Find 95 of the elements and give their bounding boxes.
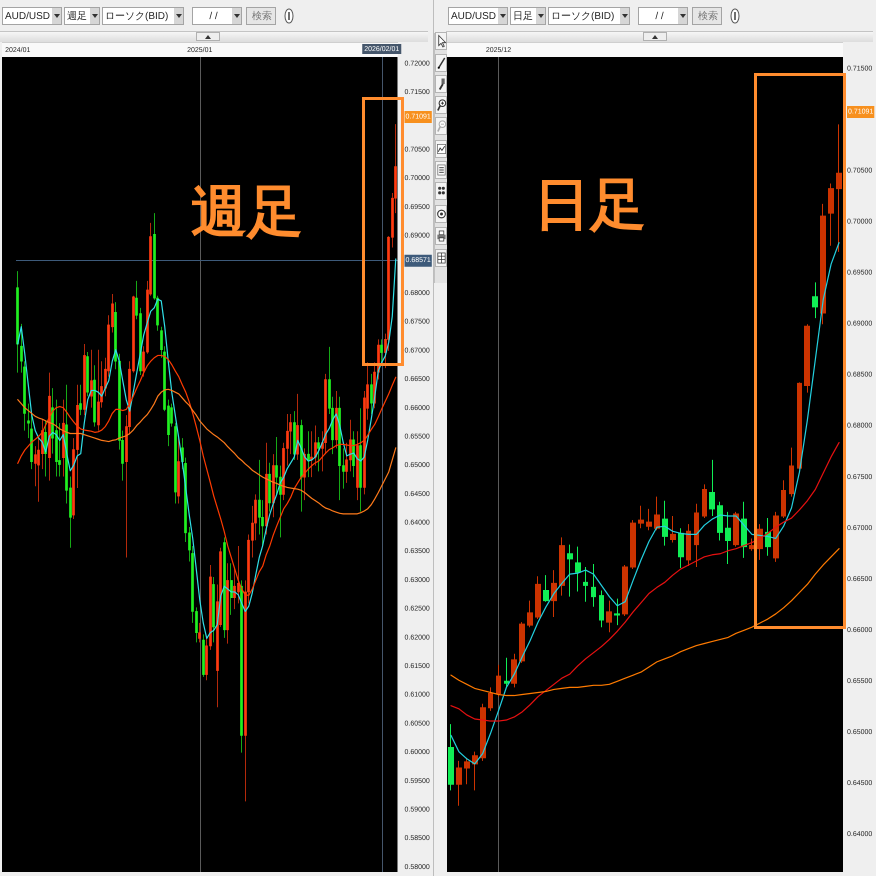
candlestick [638, 505, 644, 529]
candlestick [646, 508, 652, 531]
candlestick [293, 410, 296, 460]
candlestick [496, 664, 501, 698]
candlestick [543, 574, 549, 602]
candlestick [678, 528, 684, 569]
candlestick [93, 364, 96, 427]
candlestick [335, 390, 338, 449]
candlestick [781, 480, 786, 519]
line-series [17, 258, 396, 640]
candlestick [380, 339, 383, 363]
candlestick [773, 511, 779, 562]
candlestick [268, 462, 271, 512]
line-series [17, 388, 396, 514]
candlestick [812, 282, 818, 319]
annotation: 日足 [534, 172, 646, 238]
candlestick [789, 447, 794, 498]
timeframe-dropdown: 日足 [510, 7, 546, 25]
candlestick [749, 538, 755, 552]
candlestick [551, 570, 557, 618]
candlestick [535, 576, 541, 620]
candlestick [464, 757, 470, 785]
candlestick [519, 622, 525, 664]
candlestick [230, 562, 233, 616]
candlestick [741, 501, 747, 558]
candlestick [177, 438, 180, 504]
chart-type-dropdown: ローソク(BID) [102, 7, 184, 25]
candlestick [670, 516, 676, 544]
search-button: 検索 [246, 7, 276, 25]
candlestick [527, 600, 533, 628]
candlestick [317, 436, 320, 472]
candlestick [797, 382, 802, 470]
candlestick [480, 703, 486, 762]
candlestick [240, 580, 243, 753]
line-series [450, 242, 840, 764]
candlestick [702, 484, 707, 519]
date-field: / / [638, 7, 688, 25]
candlestick [352, 430, 355, 478]
candlestick [265, 442, 268, 535]
candlestick [599, 590, 604, 628]
candlestick [448, 724, 454, 791]
candlestick [662, 500, 668, 546]
candlestick [504, 657, 509, 688]
candlestick [86, 352, 89, 397]
line-series [450, 548, 840, 696]
candlestick [606, 600, 612, 633]
candlestick [614, 598, 620, 626]
candlestick [370, 373, 373, 414]
candlestick [272, 454, 275, 518]
symbol-dropdown: AUD/USD [2, 7, 62, 25]
candlestick [90, 349, 93, 408]
candlestick [583, 566, 588, 602]
candlestick [79, 384, 82, 416]
candlestick [16, 270, 19, 374]
candlestick [654, 496, 660, 531]
annotation: 週足 [191, 180, 303, 244]
candlestick [820, 203, 826, 325]
candlestick [198, 622, 201, 643]
candlestick [575, 546, 581, 592]
candlestick [212, 576, 215, 643]
candlestick [83, 344, 86, 416]
timeframe-dropdown: 週足 [64, 7, 100, 25]
candlestick [356, 430, 359, 500]
candlestick [630, 520, 636, 570]
line-series [17, 354, 396, 596]
candlestick [694, 503, 699, 568]
candlestick [48, 372, 51, 481]
candlestick [202, 634, 205, 678]
candlestick [174, 422, 177, 504]
candlestick [591, 563, 596, 608]
candlestick [709, 459, 715, 517]
candlestick [804, 324, 810, 394]
candlestick [97, 349, 100, 431]
candlestick [725, 511, 731, 564]
date-field: / / [192, 7, 242, 25]
candlestick [828, 182, 834, 246]
candlestick [733, 511, 739, 548]
candlestick [488, 686, 493, 712]
candlestick [567, 544, 573, 598]
candlestick [300, 419, 303, 512]
candlestick [226, 562, 229, 644]
symbol-dropdown: AUD/USD [448, 7, 508, 25]
candlestick [717, 501, 723, 541]
candlestick [836, 124, 842, 252]
candlestick [559, 536, 565, 596]
candlestick [686, 524, 691, 566]
chart-type-dropdown: ローソク(BID) [548, 7, 630, 25]
candlestick [622, 564, 628, 616]
candlestick [223, 537, 226, 638]
candlestick [456, 760, 462, 806]
line-series [450, 442, 840, 722]
candlestick [359, 408, 362, 512]
candlestick [307, 430, 310, 478]
candlestick [338, 396, 341, 500]
search-button: 検索 [692, 7, 722, 25]
